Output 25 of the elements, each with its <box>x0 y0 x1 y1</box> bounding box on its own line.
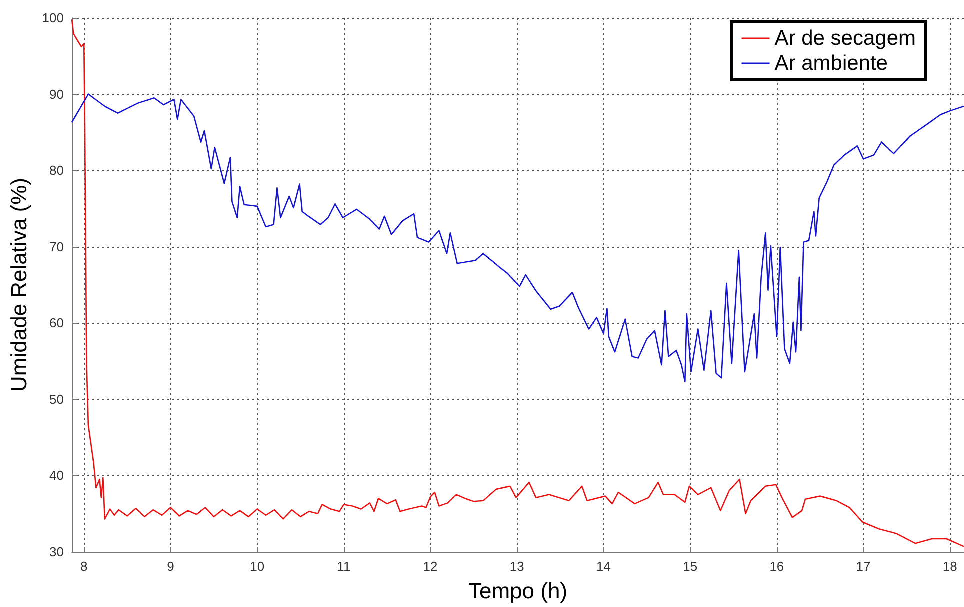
line-series <box>71 18 964 548</box>
x-tick-label: 9 <box>167 559 174 574</box>
x-tick-label: 11 <box>337 559 351 574</box>
x-tick-label: 8 <box>80 559 88 574</box>
y-axis-title: Umidade Relativa (%) <box>6 178 32 392</box>
y-tick-label: 90 <box>50 86 64 102</box>
line-series <box>71 94 964 383</box>
y-tick-label: 40 <box>50 468 64 484</box>
y-tick-label: 70 <box>50 239 64 254</box>
x-axis-title: Tempo (h) <box>468 578 568 604</box>
x-tick-label: 15 <box>683 559 698 574</box>
legend-label: Ar de secagem <box>774 27 916 50</box>
x-tick-label: 13 <box>510 559 524 574</box>
x-tick-label: 12 <box>423 559 438 574</box>
y-tick-label: 50 <box>50 392 64 407</box>
x-tick-label: 16 <box>770 559 784 574</box>
x-tick-label: 17 <box>856 559 871 574</box>
y-tick-label: 30 <box>50 544 64 560</box>
y-tick-label: 80 <box>50 163 64 178</box>
y-tick-label: 60 <box>50 316 64 331</box>
x-tick-label: 10 <box>250 559 265 574</box>
x-tick-label: 18 <box>942 559 958 574</box>
y-tick-label: 100 <box>42 10 64 26</box>
x-tick-label: 14 <box>596 559 611 574</box>
legend-label: Ar ambiente <box>774 52 888 75</box>
